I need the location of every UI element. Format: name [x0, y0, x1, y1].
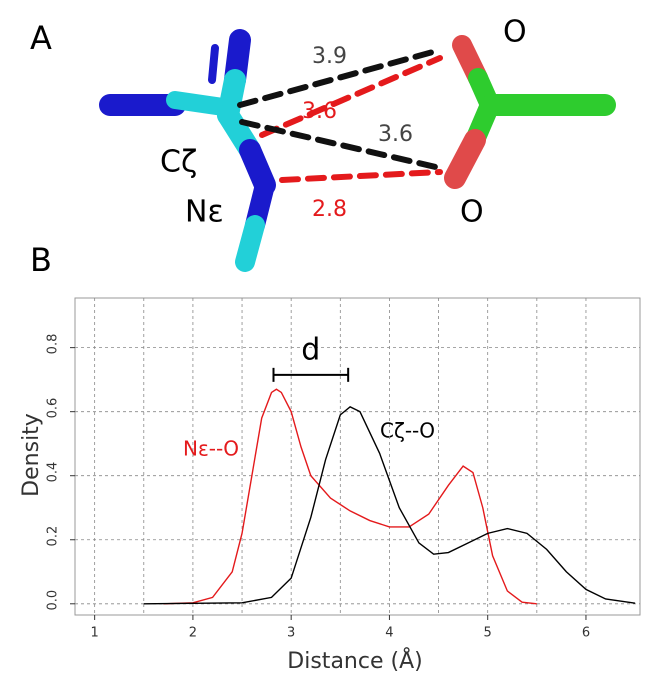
atom-label: Nε	[185, 195, 224, 230]
atom-label: Cζ	[160, 145, 197, 180]
series-label: Cζ--O	[380, 419, 435, 443]
plot-frame	[75, 298, 640, 615]
x-tick-label: 3	[287, 626, 295, 641]
x-tick-label: 5	[484, 626, 492, 641]
y-tick-label: 0.8	[46, 334, 61, 355]
x-tick-label: 4	[385, 626, 393, 641]
series-line	[163, 389, 536, 604]
distance-label: 2.8	[312, 197, 347, 222]
annotation-label: d	[301, 332, 320, 367]
distance-label: 3.6	[302, 99, 337, 124]
y-tick-label: 0.2	[46, 526, 61, 547]
x-tick-label: 6	[582, 626, 590, 641]
distance-label: 3.9	[312, 44, 347, 69]
y-axis-label: Density	[19, 413, 44, 497]
y-tick-label: 0.0	[46, 590, 61, 611]
y-tick-label: 0.6	[46, 398, 61, 419]
x-tick-label: 2	[189, 626, 197, 641]
panel-label: A	[30, 19, 52, 57]
series-label: Nε--O	[183, 437, 239, 461]
atom-label: O	[460, 195, 484, 230]
panel-label: B	[30, 241, 52, 279]
x-tick-label: 1	[91, 626, 99, 641]
y-tick-label: 0.4	[46, 462, 61, 483]
x-axis-label: Distance (Å)	[287, 647, 422, 674]
distance-lines	[240, 50, 440, 180]
distance-label: 3.6	[378, 122, 413, 147]
atom-label: O	[503, 15, 527, 50]
figure: A O O Cζ Nε 3.9 3.6 3.6 2.8 B Density Di…	[0, 0, 649, 678]
